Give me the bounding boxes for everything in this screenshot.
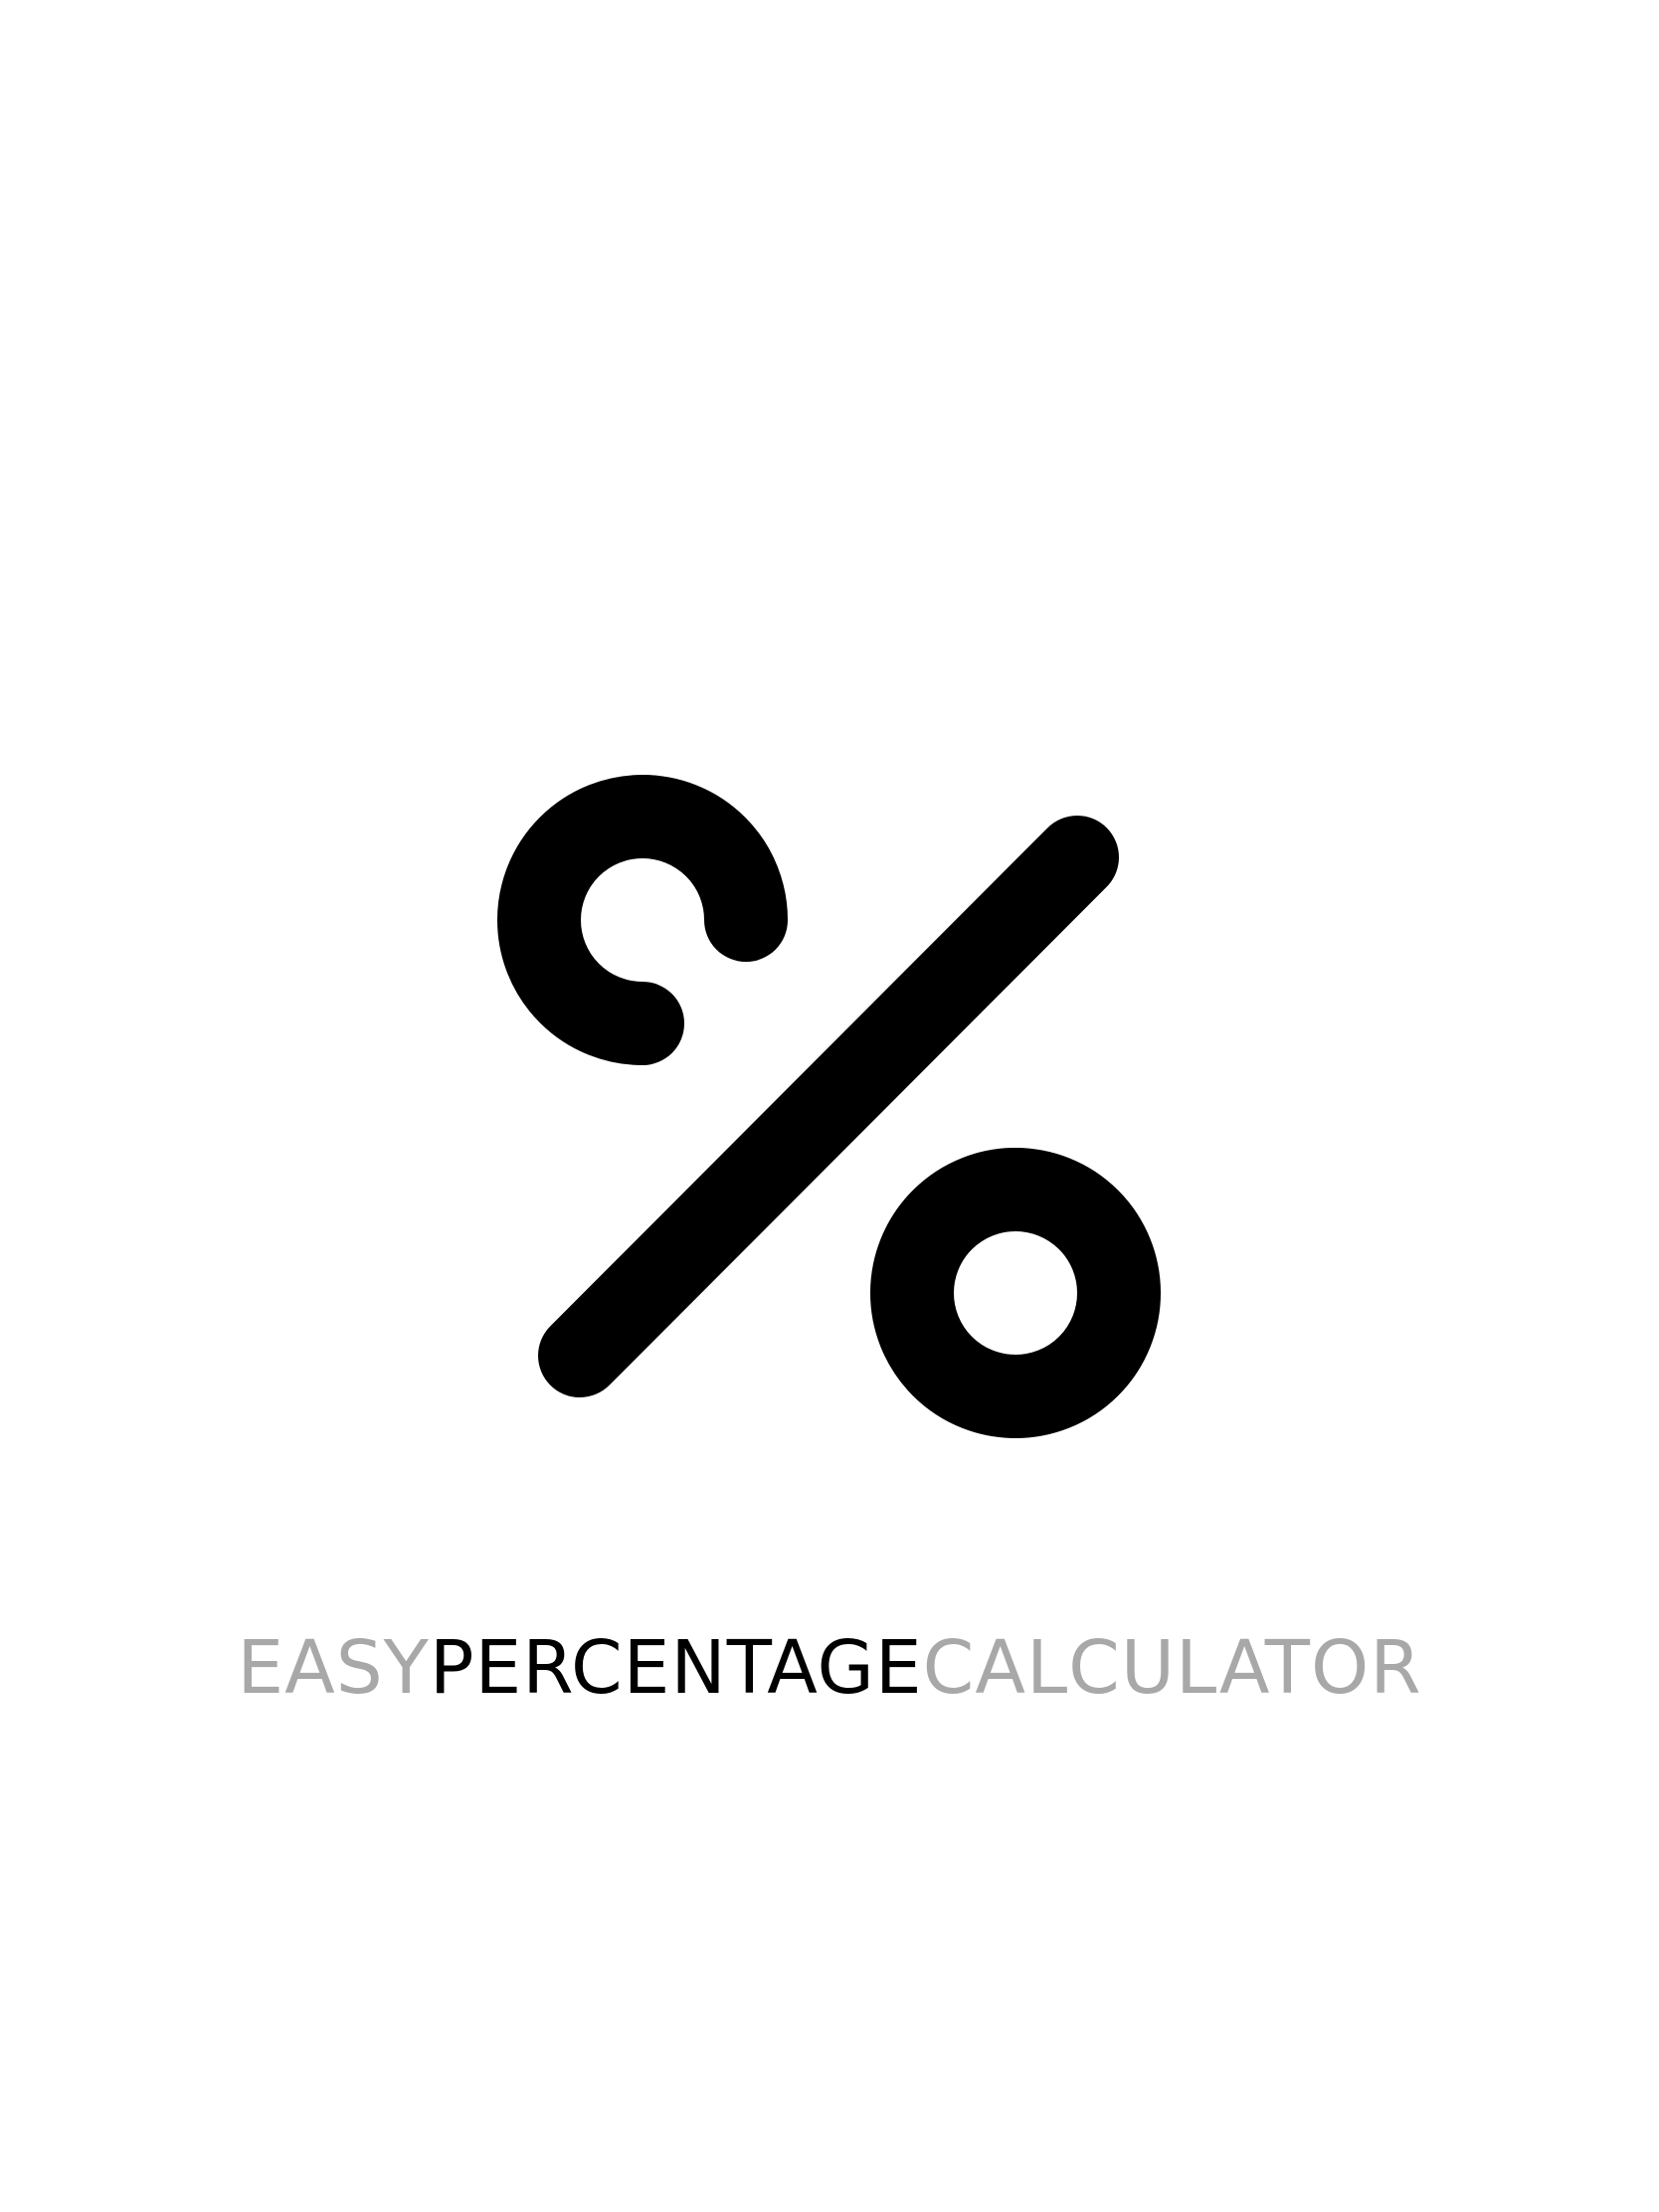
percent-lower-ring: [870, 1148, 1161, 1438]
percent-slash: [538, 816, 1119, 1397]
percent-upper-hook: [497, 775, 788, 1065]
wordmark-calculator: CALCULATOR: [922, 1625, 1422, 1711]
app-wordmark: EASY PERCENTAGE CALCULATOR: [0, 1623, 1659, 1713]
wordmark-percentage: PERCENTAGE: [429, 1625, 923, 1711]
wordmark-easy: EASY: [237, 1625, 430, 1711]
